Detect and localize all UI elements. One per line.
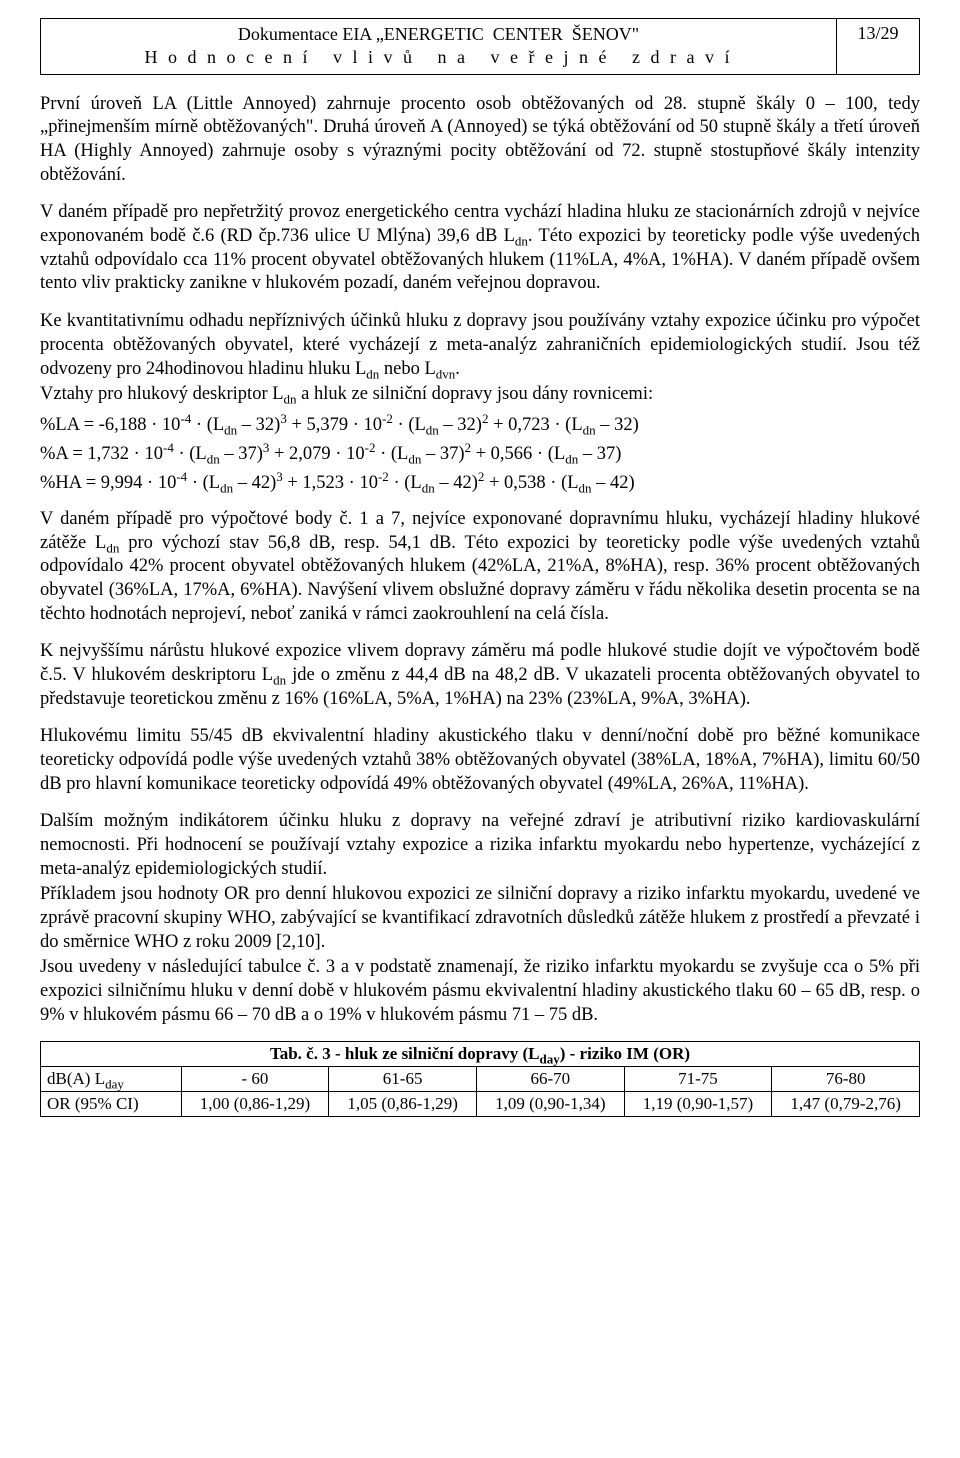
cap-b: ) - riziko IM (OR) [560, 1044, 690, 1063]
eq2-s3: dn [565, 452, 578, 467]
eq3-lhs: %HA = 9,994 · 10 [40, 473, 176, 493]
eq2-lhs: %A = 1,732 · 10 [40, 444, 163, 464]
eq1-lhs: %LA = -6,188 · 10 [40, 415, 180, 435]
eq3-m7: – 42) [592, 473, 635, 493]
equation-ha: %HA = 9,994 · 10-4 · (Ldn – 42)3 + 1,523… [40, 473, 920, 494]
equation-a: %A = 1,732 · 10-4 · (Ldn – 37)3 + 2,079 … [40, 444, 920, 465]
equation-la: %LA = -6,188 · 10-4 · (Ldn – 32)3 + 5,37… [40, 415, 920, 436]
eq1-m1: · (L [191, 415, 224, 435]
table-caption: Tab. č. 3 - hluk ze silniční dopravy (Ld… [41, 1042, 920, 1067]
r1c1: - 60 [181, 1067, 329, 1092]
p3-sub1: dn [366, 366, 379, 381]
eq3-s2: dn [422, 481, 435, 496]
eq2-m3: + 2,079 · 10 [269, 444, 364, 464]
paragraph-5: V daném případě pro výpočtové body č. 1 … [40, 508, 920, 626]
p5-sub: dn [106, 540, 119, 555]
header: Dokumentace EIA „ENERGETIC CENTER ŠENOV"… [40, 18, 920, 75]
eq1-e1: -4 [180, 411, 191, 426]
header-title: Dokumentace EIA „ENERGETIC CENTER ŠENOV"… [41, 19, 836, 74]
eq1-m4: · (L [393, 415, 426, 435]
paragraph-6: K nejvyššímu nárůstu hlukové expozice vl… [40, 640, 920, 711]
r2c4: 1,19 (0,90-1,57) [624, 1092, 772, 1117]
paragraph-1: První úroveň LA (Little Annoyed) zahrnuj… [40, 93, 920, 188]
eq3-e2: -2 [378, 469, 389, 484]
paragraph-7: Hlukovému limitu 55/45 dB ekvivalentní h… [40, 725, 920, 796]
eq3-m3: + 1,523 · 10 [283, 473, 378, 493]
page: Dokumentace EIA „ENERGETIC CENTER ŠENOV"… [20, 0, 940, 1137]
header-line2: H o d n o c e n í v l i v ů n a v e ř e … [49, 46, 828, 69]
r2-label: OR (95% CI) [41, 1092, 182, 1117]
eq1-s2: dn [426, 423, 439, 438]
eq1-s3: dn [583, 423, 596, 438]
r2c5: 1,47 (0,79-2,76) [772, 1092, 920, 1117]
table-row-db: dB(A) Lday - 60 61-65 66-70 71-75 76-80 [41, 1067, 920, 1092]
p2-sub: dn [515, 234, 528, 249]
p4-a: Vztahy pro hlukový deskriptor L [40, 384, 284, 404]
eq2-s1: dn [207, 452, 220, 467]
eq2-e1: -4 [163, 440, 174, 455]
paragraph-3: Ke kvantitativnímu odhadu nepříznivých ú… [40, 310, 920, 381]
eq3-s3: dn [579, 481, 592, 496]
paragraph-10: Jsou uvedeny v následující tabulce č. 3 … [40, 956, 920, 1027]
eq2-m2: – 37) [220, 444, 263, 464]
r1c5: 76-80 [772, 1067, 920, 1092]
header-page-number: 13/29 [836, 19, 919, 74]
eq3-m1: · (L [187, 473, 220, 493]
eq1-m3: + 5,379 · 10 [287, 415, 382, 435]
eq3-m5: – 42) [435, 473, 478, 493]
eq2-m7: – 37) [578, 444, 621, 464]
table-3: Tab. č. 3 - hluk ze silniční dopravy (Ld… [40, 1041, 920, 1117]
eq2-m5: – 37) [421, 444, 464, 464]
eq3-s1: dn [220, 481, 233, 496]
r2c3: 1,09 (0,90-1,34) [476, 1092, 624, 1117]
cap-sub: day [540, 1052, 560, 1067]
header-line1: Dokumentace EIA „ENERGETIC CENTER ŠENOV" [49, 23, 828, 46]
paragraph-4: Vztahy pro hlukový deskriptor Ldn a hluk… [40, 383, 920, 407]
eq3-m4: · (L [389, 473, 422, 493]
eq2-s2: dn [408, 452, 421, 467]
paragraph-9: Příkladem jsou hodnoty OR pro denní hluk… [40, 883, 920, 954]
eq2-m4: · (L [375, 444, 408, 464]
eq1-s1: dn [224, 423, 237, 438]
eq2-m6: + 0,566 · (L [471, 444, 565, 464]
eq1-e2: -2 [382, 411, 393, 426]
eq1-m2: – 32) [237, 415, 280, 435]
p3-c: . [455, 359, 460, 379]
p3-b: nebo L [379, 359, 436, 379]
paragraph-8: Dalším možným indikátorem účinku hluku z… [40, 810, 920, 881]
p4-b: a hluk ze silniční dopravy jsou dány rov… [297, 384, 654, 404]
eq2-m1: · (L [174, 444, 207, 464]
eq1-m6: + 0,723 · (L [488, 415, 582, 435]
eq3-m2: – 42) [233, 473, 276, 493]
p3-a: Ke kvantitativnímu odhadu nepříznivých ú… [40, 311, 920, 378]
r2c1: 1,00 (0,86-1,29) [181, 1092, 329, 1117]
r1c4: 71-75 [624, 1067, 772, 1092]
r1c3: 66-70 [476, 1067, 624, 1092]
r1-ls: day [105, 1077, 124, 1092]
r1c2: 61-65 [329, 1067, 477, 1092]
p3-sub2: dvn [436, 366, 456, 381]
eq2-e2: -2 [365, 440, 376, 455]
table-caption-row: Tab. č. 3 - hluk ze silniční dopravy (Ld… [41, 1042, 920, 1067]
table-row-or: OR (95% CI) 1,00 (0,86-1,29) 1,05 (0,86-… [41, 1092, 920, 1117]
eq1-m7: – 32) [596, 415, 639, 435]
p5-b: pro výchozí stav 56,8 dB, resp. 54,1 dB.… [40, 533, 920, 624]
paragraph-2: V daném případě pro nepřetržitý provoz e… [40, 201, 920, 296]
eq1-m5: – 32) [439, 415, 482, 435]
r1-la: dB(A) L [47, 1069, 105, 1088]
r1-label: dB(A) Lday [41, 1067, 182, 1092]
p4-sub: dn [284, 392, 297, 407]
p6-sub: dn [273, 673, 286, 688]
cap-a: Tab. č. 3 - hluk ze silniční dopravy (L [270, 1044, 540, 1063]
eq3-e1: -4 [176, 469, 187, 484]
r2c2: 1,05 (0,86-1,29) [329, 1092, 477, 1117]
eq3-m6: + 0,538 · (L [484, 473, 578, 493]
